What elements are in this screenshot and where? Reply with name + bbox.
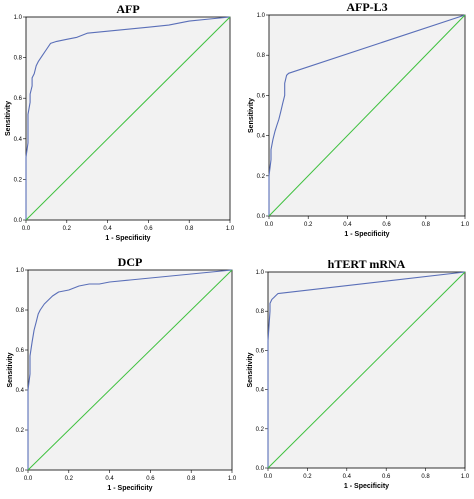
x-tick-label: 1.0 <box>461 474 470 480</box>
x-tick-label: 0.6 <box>382 222 391 228</box>
y-tick-label: 0.0 <box>14 218 23 224</box>
y-axis-label: Sensitivity <box>7 352 14 387</box>
x-tick-label: 0.8 <box>185 226 194 232</box>
y-tick-label: 0.6 <box>257 93 266 99</box>
chart-title: DCP <box>118 255 143 269</box>
y-tick-label: 0.2 <box>257 174 266 180</box>
roc-curve <box>267 271 466 468</box>
y-tick-label: 1.0 <box>257 13 266 19</box>
y-tick-label: 0.0 <box>257 214 266 220</box>
y-axis-label: Sensitivity <box>248 98 255 133</box>
x-tick-label: 1.0 <box>226 226 235 232</box>
y-tick-label: 1.0 <box>14 15 23 21</box>
y-tick-label: 0.8 <box>256 309 265 315</box>
y-tick-label: 1.0 <box>16 268 25 274</box>
y-tick-label: 0.6 <box>14 96 23 102</box>
chart-title: hTERT mRNA <box>328 257 406 271</box>
chart-panel-1: AFP 0.0 0.2 0.4 0.6 0.8 1.0 0.0 0.2 0.4 0.6 0.8 1.0 1… <box>5 2 235 242</box>
y-tick-label: 0.6 <box>16 348 25 354</box>
reference-line <box>268 14 466 217</box>
roc-curve <box>25 16 231 220</box>
x-tick-label: 0.6 <box>144 226 153 232</box>
x-tick-label: 0.2 <box>304 222 313 228</box>
y-tick-label: 0.2 <box>14 177 23 183</box>
x-axis-label: 1 - Specificity <box>105 235 150 242</box>
roc-curve <box>268 14 466 216</box>
roc-curve <box>27 269 233 470</box>
x-tick-label: 0.8 <box>187 476 196 482</box>
y-tick-label: 0.8 <box>16 308 25 314</box>
x-tick-label: 0.8 <box>421 474 430 480</box>
x-tick-label: 0.2 <box>63 226 72 232</box>
reference-line <box>27 269 233 471</box>
x-tick-label: 0.0 <box>265 222 274 228</box>
x-tick-label: 0.4 <box>103 226 112 232</box>
x-tick-label: 0.0 <box>24 476 33 482</box>
chart-title: AFP <box>116 2 139 16</box>
chart-title: AFP-L3 <box>346 0 387 14</box>
y-tick-label: 0.4 <box>16 388 25 394</box>
x-tick-label: 0.0 <box>22 226 31 232</box>
x-axis-label: 1 - Specificity <box>344 231 389 238</box>
x-tick-label: 0.8 <box>422 222 431 228</box>
y-tick-label: 0.0 <box>16 468 25 474</box>
y-tick-label: 0.2 <box>256 427 265 433</box>
x-tick-label: 0.0 <box>264 474 273 480</box>
x-tick-label: 0.2 <box>65 476 74 482</box>
y-axis-label: Sensitivity <box>247 352 254 387</box>
x-tick-label: 1.0 <box>461 222 470 228</box>
y-axis-label: Sensitivity <box>5 101 12 136</box>
y-tick-label: 0.4 <box>14 137 23 143</box>
y-tick-label: 0.2 <box>16 428 25 434</box>
x-tick-label: 0.2 <box>303 474 312 480</box>
x-tick-label: 0.4 <box>105 476 114 482</box>
x-tick-label: 0.6 <box>382 474 391 480</box>
y-tick-label: 0.6 <box>256 348 265 354</box>
y-tick-label: 0.4 <box>257 134 266 140</box>
y-tick-label: 0.8 <box>14 56 23 62</box>
x-tick-label: 0.4 <box>343 474 352 480</box>
reference-line <box>267 271 466 469</box>
chart-panel-2: AFP-L3 0.0 0.2 0.4 0.6 0.8 1.0 0.0 0.2 0.4 0.6 0.8 1… <box>248 0 470 238</box>
x-tick-label: 0.4 <box>343 222 352 228</box>
chart-panel-4: hTERT mRNA 0.0 0.2 0.4 0.6 0.8 1.0 0.0 0.2 0.4 0.6… <box>247 257 470 490</box>
x-axis-label: 1 - Specificity <box>344 483 389 490</box>
x-tick-label: 1.0 <box>228 476 237 482</box>
y-tick-label: 0.8 <box>257 53 266 59</box>
x-axis-label: 1 - Specificity <box>107 485 152 492</box>
y-tick-label: 0.0 <box>256 466 265 472</box>
reference-line <box>25 16 231 221</box>
y-tick-label: 0.4 <box>256 388 265 394</box>
chart-panel-3: DCP 0.0 0.2 0.4 0.6 0.8 1.0 0.0 0.2 0.4 0.6 0.8 1.0 1… <box>7 255 237 492</box>
y-tick-label: 1.0 <box>256 270 265 276</box>
x-tick-label: 0.6 <box>146 476 155 482</box>
